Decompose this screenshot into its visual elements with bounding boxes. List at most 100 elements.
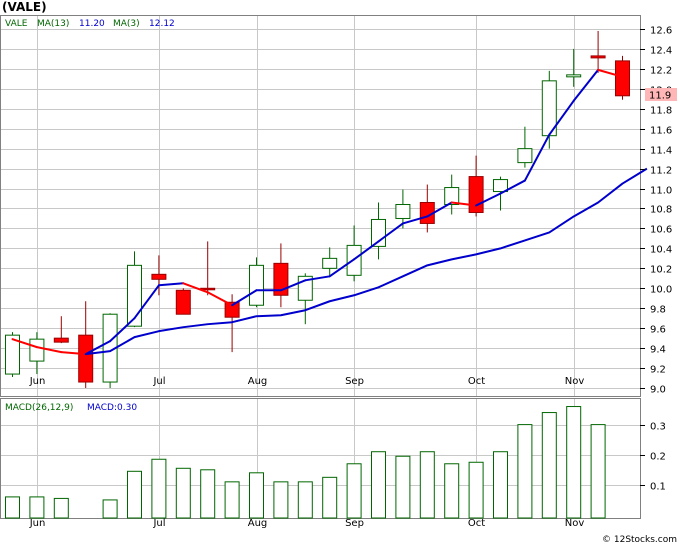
candle-body-down [175,289,191,315]
candle-body-up [517,148,533,164]
ma3-segment [475,192,502,207]
ma3-segment [450,201,478,207]
candle-body-up [249,264,264,306]
macd-bar [371,451,386,519]
candle-body-up [127,264,142,327]
price-grid [1,16,640,396]
macd-bar [224,481,240,519]
macd-bar [175,467,191,519]
macd-bar [590,424,606,519]
price-tick-label: 11.8 [650,106,672,117]
macd-bar [151,458,167,519]
macd-bar [517,424,533,519]
macd-bar [444,463,460,519]
candle-body-up [444,187,460,206]
price-axis-ticks: 9.0 9.2 9.4 9.6 9.8 10.0 10.2 10.4 10.6 10.8 11.0 1… [640,26,672,396]
ma3-segment [231,289,258,307]
ma3-segment [84,340,112,356]
month-label: Aug [248,376,268,387]
month-label: Nov [565,518,585,529]
month-label: Oct [468,376,485,387]
macd-bar [346,463,362,519]
macd-legend-params: MACD(26,12,9) [5,403,73,413]
macd-bar [566,406,582,519]
macd-panel-frame [0,398,641,519]
candle-body-down [615,60,630,97]
candle-body-down [468,176,484,213]
legend-ma3-value: 12.12 [149,19,175,29]
ma3-segment [597,68,624,78]
ma3-segment [548,99,575,136]
ma3-segment [353,240,380,261]
month-label: Sep [345,518,364,529]
macd-legend-value: MACD:0.30 [87,403,137,413]
legend-ma13-value: 11.20 [79,19,105,29]
moving-average-lines [11,68,648,356]
price-tick-label: 12.4 [650,46,672,57]
macd-axis-ticks: 0.1 0.2 0.3 [640,422,666,493]
ma3-segment [377,222,404,243]
macd-bar [200,469,216,519]
price-tick-label: 10.0 [650,285,672,296]
candle-body-down [224,301,240,318]
watermark: © 12Stocks.com [602,535,677,545]
macd-bar [468,461,484,519]
macd-bar [273,481,289,519]
month-labels: Jun Jun Jul Jul Aug Aug Sep Sep Oct Oct Nov Nov [29,376,585,529]
month-label: Jul [152,376,165,387]
price-panel-frame [0,15,641,397]
price-tick-label: 12.6 [650,26,672,37]
macd-bars [5,406,606,519]
price-tick-label: 12.2 [650,66,672,77]
price-tick-label: 9.2 [650,365,666,376]
legend-symbol: VALE [5,19,28,29]
candle-body-down [151,273,167,280]
price-tick-label: 11.0 [650,186,672,197]
macd-bar [297,481,313,519]
ma3-segment [426,201,453,218]
ma3-segment [11,338,38,349]
ma3-segment [35,346,63,354]
price-tick-label: 10.6 [650,225,672,236]
candle-body-up [29,338,45,362]
price-tick-label: 10.4 [650,245,672,256]
ma3-segment [328,258,356,278]
macd-tick-label: 0.2 [650,452,666,463]
legend-ma13-label: MA(13) [37,19,69,29]
legend-ma3-label: MA(3) [113,19,140,29]
ma3-segment [182,282,209,294]
price-tick-label: 9.6 [650,325,666,336]
ma3-segment [304,275,331,282]
month-label: Aug [248,518,268,529]
price-tick-label: 9.0 [650,385,666,396]
candle-body-up [395,204,411,219]
candlesticks [5,30,630,389]
ma3-segment [60,351,87,356]
macd-bar [249,472,264,519]
candle-body-down [53,337,69,343]
macd-bar [493,451,508,519]
macd-bar [541,412,557,519]
macd-tick-label: 0.3 [650,422,666,433]
price-tick-label: 9.4 [650,345,666,356]
macd-bar [53,497,69,519]
candle-body-up [5,334,20,375]
month-label: Jun [29,376,46,387]
price-tick-label: 10.2 [650,265,672,276]
price-tick-label: 10.8 [650,205,672,216]
candle-body-down [590,55,606,59]
ma3-segment [109,317,136,343]
ma3-segment [157,282,185,287]
month-label: Nov [565,376,585,387]
candle-body-up [566,74,582,78]
candle-body-down [78,334,94,383]
macd-bar [29,496,45,519]
ma3-segment [572,68,600,102]
ma3-segment [499,179,526,195]
macd-bar [322,476,338,519]
candle-body-down [273,262,289,296]
candle-body-up [493,179,508,193]
macd-bar [419,451,435,519]
